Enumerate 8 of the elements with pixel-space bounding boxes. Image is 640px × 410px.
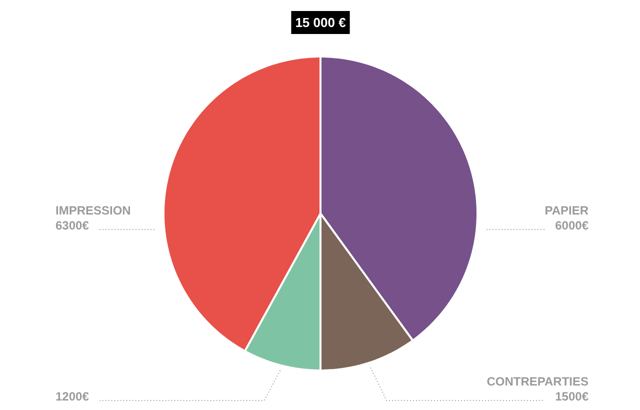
slice-label: IMPRESSION — [56, 204, 131, 218]
data-label: 6000€ — [555, 218, 589, 232]
data-label: 6300€ — [56, 218, 90, 232]
chart-title: 15 000 € — [295, 15, 346, 30]
data-label: 1500€ — [555, 390, 589, 404]
slice-label: CONTREPARTIES — [486, 374, 589, 388]
data-label: 1200€ — [56, 390, 90, 404]
slice-label: PAPIER — [544, 204, 589, 218]
